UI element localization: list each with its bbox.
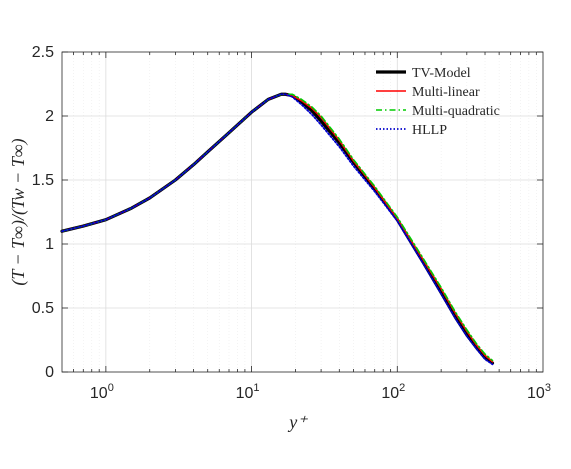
y-tick-labels: 0 0.5 1 1.5 2 2.5	[32, 44, 54, 381]
y-tick-label: 2	[45, 108, 54, 125]
x-tick-label: 101	[236, 382, 260, 402]
x-tick-label: 102	[381, 382, 405, 402]
y-tick-label: 1	[45, 236, 54, 253]
y-axis-label: (T − T∞)/(Tw − T∞)	[8, 138, 29, 285]
x-tick-label: 100	[90, 382, 114, 402]
legend-label: Multi-quadratic	[412, 104, 500, 119]
tick-marks	[62, 51, 543, 373]
y-tick-label: 1.5	[32, 172, 54, 189]
x-tick-labels: 100 101 102 103	[90, 382, 551, 402]
legend-label: TV-Model	[412, 66, 471, 81]
x-tick-label: 103	[527, 382, 551, 402]
plot-frame	[61, 51, 544, 373]
grid	[62, 52, 543, 372]
y-tick-label: 0	[45, 364, 54, 381]
series-layer	[60, 92, 495, 366]
x-axis-label: y⁺	[287, 412, 308, 432]
y-tick-label: 2.5	[32, 44, 54, 61]
legend: TV-Model Multi-linear Multi-quadratic HLLP	[376, 66, 500, 138]
legend-label: Multi-linear	[412, 85, 480, 100]
legend-label: HLLP	[412, 123, 447, 138]
series-line-hllp	[61, 93, 494, 366]
y-tick-label: 0.5	[32, 300, 54, 317]
